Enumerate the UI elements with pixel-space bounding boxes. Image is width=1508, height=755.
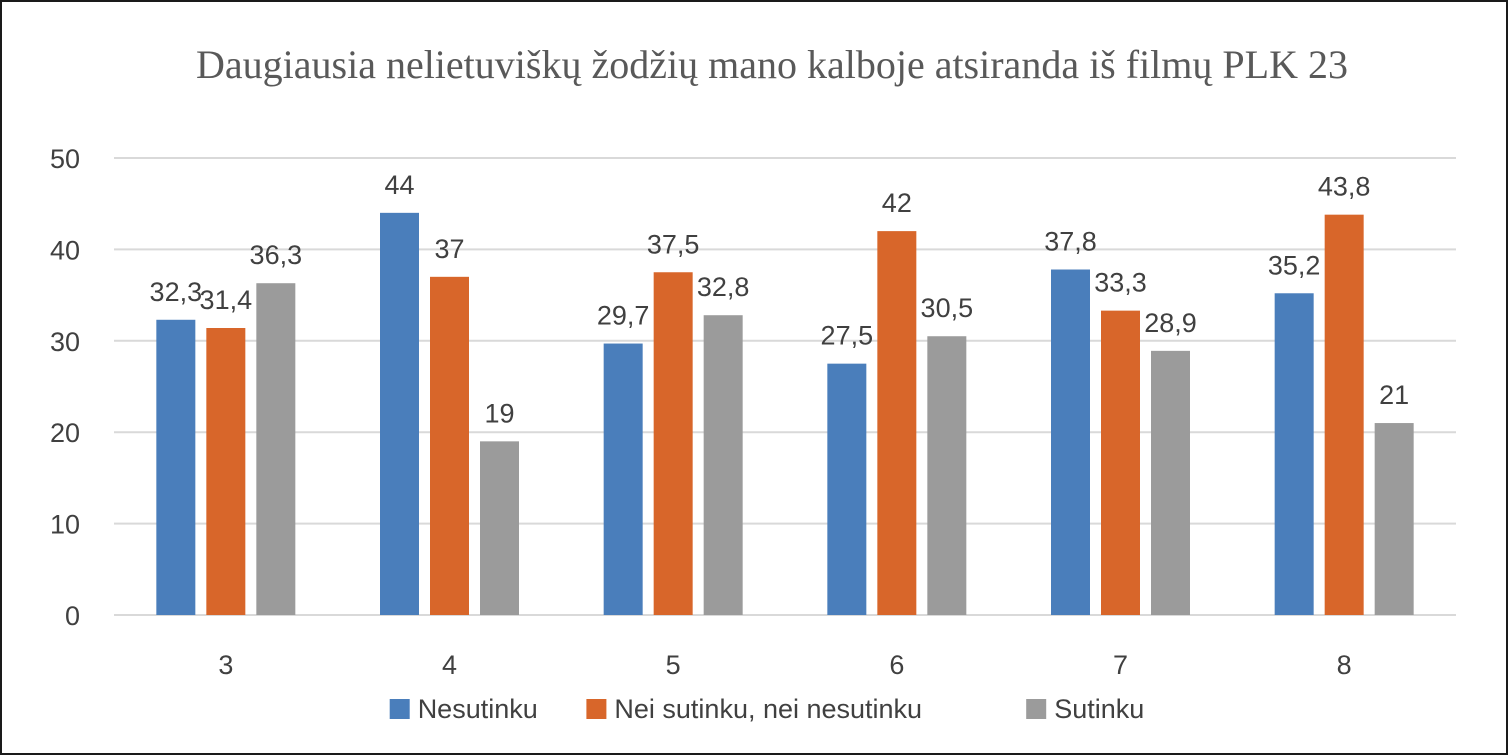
bar — [653, 272, 693, 615]
bar — [927, 336, 967, 615]
legend-item: Sutinku — [1026, 694, 1144, 724]
data-label: 32,3 — [150, 277, 203, 307]
y-tick-label: 0 — [65, 601, 80, 631]
chart-title: Daugiausia nelietuviškų žodžių mano kalb… — [196, 42, 1348, 87]
bar — [827, 363, 867, 615]
legend-item: Nei sutinku, nei nesutinku — [586, 694, 922, 724]
data-label: 29,7 — [597, 301, 650, 331]
bar — [256, 283, 296, 615]
y-tick-label: 30 — [50, 327, 80, 357]
data-label: 42 — [882, 188, 912, 218]
data-label: 43,8 — [1318, 172, 1371, 202]
legend-swatch — [1026, 699, 1047, 719]
data-label: 19 — [484, 398, 514, 428]
x-tick-label: 7 — [1113, 650, 1128, 680]
bar — [1101, 310, 1140, 615]
legend-swatch — [389, 699, 410, 719]
x-axis-ticks: 3 4 5 6 7 8 — [218, 650, 1351, 680]
data-label: 21 — [1379, 380, 1409, 410]
bar — [430, 276, 469, 615]
data-label: 44 — [384, 170, 414, 200]
x-tick-label: 5 — [666, 650, 681, 680]
bar — [1051, 269, 1090, 615]
data-label: 37 — [434, 234, 464, 264]
bar — [1274, 293, 1314, 615]
bar — [703, 315, 743, 615]
bars — [156, 212, 1414, 615]
x-tick-label: 8 — [1337, 650, 1352, 680]
bar — [206, 328, 246, 615]
bar — [1324, 214, 1364, 615]
legend-label: Nesutinku — [418, 694, 538, 724]
data-label: 28,9 — [1144, 308, 1197, 338]
y-tick-label: 50 — [50, 144, 80, 174]
x-tick-label: 3 — [218, 650, 233, 680]
legend: Nesutinku Nei sutinku, nei nesutinku Sutin… — [389, 694, 1144, 724]
y-tick-label: 10 — [50, 510, 80, 540]
y-tick-label: 40 — [50, 235, 80, 265]
bar — [156, 319, 196, 615]
data-label: 36,3 — [250, 240, 303, 270]
data-labels: 32,331,4 36,3 44 37 19 29,7 37,5 32,8 27,5 42 30,5… — [150, 170, 1410, 429]
legend-item: Nesutinku — [389, 694, 538, 724]
data-label: 33,3 — [1094, 268, 1147, 298]
bar — [380, 212, 419, 615]
y-tick-label: 20 — [50, 418, 80, 448]
data-label: 35,2 — [1268, 250, 1321, 280]
data-label: 37,5 — [647, 229, 700, 259]
bar — [603, 343, 643, 615]
bar — [877, 231, 917, 615]
y-axis-ticks: 0 10 20 30 40 50 — [50, 144, 80, 631]
x-tick-label: 4 — [442, 650, 457, 680]
bar — [1151, 350, 1190, 615]
bar — [1374, 423, 1414, 615]
data-label: 27,5 — [821, 321, 874, 351]
data-label: 30,5 — [921, 293, 974, 323]
legend-swatch — [586, 699, 607, 719]
bar — [480, 441, 519, 615]
legend-label: Nei sutinku, nei nesutinku — [614, 694, 922, 724]
legend-label: Sutinku — [1054, 694, 1144, 724]
gridlines — [114, 157, 1456, 616]
data-label: 31,4 — [200, 285, 253, 315]
data-label: 37,8 — [1044, 227, 1097, 257]
data-label: 32,8 — [697, 272, 750, 302]
x-tick-label: 6 — [889, 650, 904, 680]
